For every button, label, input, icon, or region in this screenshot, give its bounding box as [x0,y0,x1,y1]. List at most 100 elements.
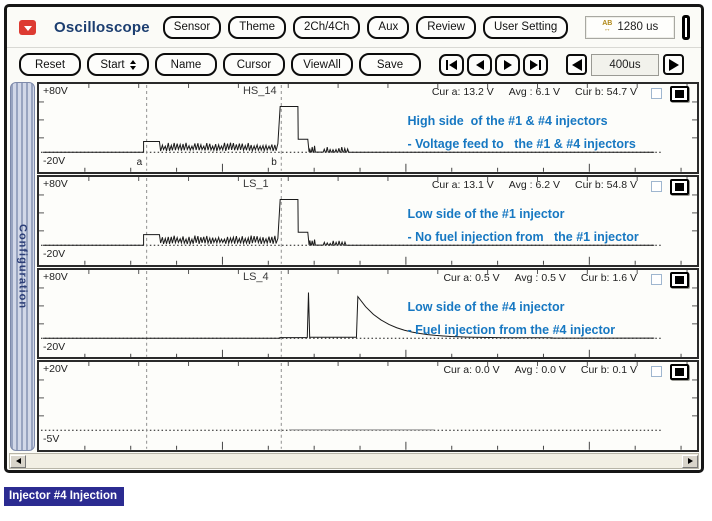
annotation-line-1: High side of the #1 & #4 injectors [407,114,608,128]
start-button[interactable]: Start [87,53,149,76]
skip-end-button[interactable] [523,53,548,76]
annotation: Low side of the #4 injector - Fuel inject… [407,296,615,342]
ab-cursor-icon: AB ↔ [602,20,613,33]
waveform-trace [43,292,654,338]
channel-4: +20V -5V Cur a: 0.0 V Avg :0.0 V Cur b: 0.1 V [37,360,699,452]
v-top-label: +80V [43,270,68,283]
configuration-tab[interactable]: Configuration [10,82,35,451]
cursor-button[interactable]: Cursor [223,53,285,76]
annotation-line-2: - Fuel injection from the #4 injector [407,322,616,337]
measurement-readout: Cur a: 0.5 V Avg :0.5 V Cur b: 1.6 V [443,272,637,284]
toolbar-bottom: Reset Start Name Cursor ViewAll Save 400… [7,48,701,81]
theme-button[interactable]: Theme [228,15,287,39]
channel-3: +80V -20V LS_4 Cur a: 0.5 V Avg :0.5 V Cur b: 1… [37,267,699,360]
scroll-left-button[interactable] [10,454,26,468]
v-top-label: +80V [43,85,68,97]
record-dropdown-button[interactable] [19,19,36,35]
trace-color-button[interactable] [670,86,689,102]
avg-value: Avg :6.1 V [508,86,561,98]
cur-b-value: Cur b: 0.1 V [580,364,637,377]
v-bottom-label: -20V [43,247,66,260]
v-top-label: +80V [43,177,68,190]
cur-b-value: Cur b: 1.6 V [580,271,637,284]
left-arrow-icon [571,58,582,71]
user-setting-button[interactable]: User Setting [482,15,569,39]
trace-color-swatch [675,90,684,98]
timebase-value: 400us [591,53,659,76]
viewall-button[interactable]: ViewAll [291,53,353,76]
timebase-decrease-button[interactable] [566,54,587,75]
horizontal-scrollbar[interactable] [9,453,699,469]
step-back-button[interactable] [467,53,492,76]
waveform-trace [43,199,654,245]
cur-a-value: Cur a: 13.1 V [431,178,494,191]
measurement-readout: Cur a: 13.1 V Avg :6.2 V Cur b: 54.8 V [432,179,637,191]
annotation: High side of the #1 & #4 injectors - Volt… [407,110,635,156]
channel-name: HS_14 [242,85,277,97]
waveform-trace [43,107,654,153]
skip-end-icon [529,59,538,70]
aux-button[interactable]: Aux [367,15,410,39]
timebase-stepper: 400us [566,53,684,76]
channel-visibility-checkbox[interactable] [651,88,662,99]
configuration-tab-label: Configuration [16,223,29,310]
channel-1: a b +80V -20V HS_14 Cur a: 13.2 V Avg :6.1 V Cur… [37,82,699,174]
cur-b-value: Cur b: 54.8 V [575,178,637,191]
channel-visibility-checkbox[interactable] [651,273,662,285]
avg-value: Avg :6.2 V [508,178,561,191]
channel-visibility-checkbox[interactable] [651,180,662,192]
scroll-right-button[interactable] [682,454,698,468]
window-layout-icon[interactable] [682,14,691,40]
annotation-line-2: - No fuel injection from the #1 injector [407,229,639,244]
channel-visibility-checkbox[interactable] [651,366,662,378]
trace-color-button[interactable] [670,271,689,288]
v-bottom-label: -5V [43,433,60,446]
v-bottom-label: -20V [43,155,66,167]
back-icon [475,59,484,70]
trace-color-button[interactable] [670,178,689,195]
channel-2: +80V -20V LS_1 Cur a: 13.1 V Avg :6.2 V Cur b:… [37,174,699,267]
ab-time-value: 1280 us [617,21,659,33]
measurement-readout: Cur a: 0.0 V Avg :0.0 V Cur b: 0.1 V [443,364,637,376]
transport-controls [439,53,548,76]
oscilloscope-window: Oscilloscope Sensor Theme 2Ch/4Ch Aux Re… [4,4,704,473]
toolbar-top: Oscilloscope Sensor Theme 2Ch/4Ch Aux Re… [7,7,701,48]
cur-a-value: Cur a: 0.5 V [443,271,500,284]
name-button[interactable]: Name [155,53,217,76]
sensor-button[interactable]: Sensor [162,15,222,39]
timebase-increase-button[interactable] [663,54,684,75]
trace-color-swatch [675,275,684,284]
caption-label: Injector #4 Injection [4,487,124,506]
channel-name: LS_1 [242,177,269,190]
skip-start-button[interactable] [439,53,464,76]
reset-button[interactable]: Reset [19,53,81,76]
ab-time-display: AB ↔ 1280 us [585,15,676,39]
cur-b-value: Cur b: 54.7 V [575,86,637,98]
step-forward-button[interactable] [495,53,520,76]
annotation-line-1: Low side of the #1 injector [407,206,565,221]
channel-plot[interactable] [39,269,697,358]
cur-a-value: Cur a: 0.0 V [443,364,500,377]
trace-color-swatch [675,368,684,377]
trace-color-swatch [675,182,684,191]
channel-mode-button[interactable]: 2Ch/4Ch [293,15,361,39]
scroll-left-icon [15,458,21,464]
measurement-readout: Cur a: 13.2 V Avg :6.1 V Cur b: 54.7 V [432,86,637,98]
v-bottom-label: -20V [43,340,66,353]
annotation-line-1: Low side of the #4 injector [407,299,565,314]
page-title: Oscilloscope [54,18,150,36]
channels: a b +80V -20V HS_14 Cur a: 13.2 V Avg :6.1 V Cur… [37,82,699,452]
cursor-b-label: b [271,157,277,168]
cur-a-value: Cur a: 13.2 V [431,86,494,98]
review-button[interactable]: Review [416,15,476,39]
channel-name: LS_4 [242,270,269,283]
scroll-right-icon [687,458,693,464]
annotation-line-2: - Voltage feed to the #1 & #4 injectors [407,137,636,151]
skip-start-icon [449,59,458,70]
save-button[interactable]: Save [359,53,421,76]
v-top-label: +20V [43,363,68,376]
channel-plot[interactable] [39,176,697,265]
trace-color-button[interactable] [670,364,689,381]
forward-icon [503,59,512,70]
